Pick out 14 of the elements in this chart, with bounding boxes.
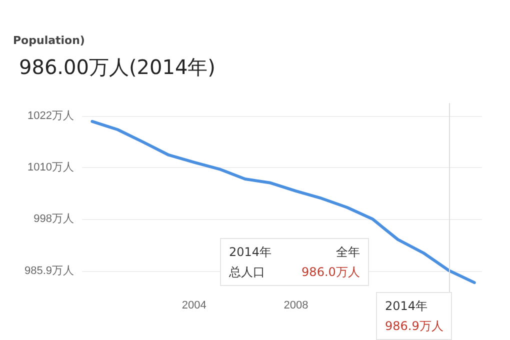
x-tick-label: 2008 (284, 300, 308, 312)
y-tick-label: 998万人 (34, 212, 74, 225)
chart-title: 986.00万人(2014年) (19, 55, 216, 79)
y-tick-label: 1010万人 (28, 161, 74, 174)
line-series (90, 120, 476, 284)
y-tick-label: 985.9万人 (24, 264, 74, 277)
y-tick-label: 1022万人 (28, 110, 74, 122)
chart-subtitle: Population) (13, 34, 85, 47)
tooltip-box: 2014年 986.9万人 (376, 292, 452, 340)
annotation: 2014年 (229, 245, 272, 259)
annotation: 总人口 (229, 265, 266, 279)
annotation: 全年 (334, 245, 360, 259)
x-tick-label: 2004 (182, 300, 206, 312)
annotation: 986.0万人 (302, 265, 360, 279)
